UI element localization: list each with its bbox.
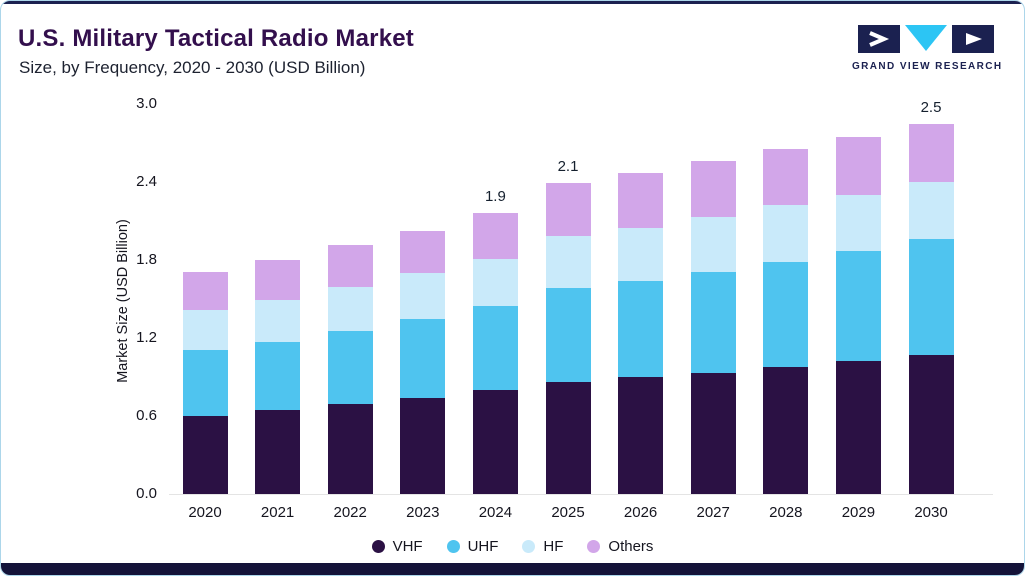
bar-segment-others-2029 [835,137,881,196]
bar-segment-others-2020 [182,272,228,311]
legend-swatch-vhf [371,540,385,553]
legend-item-vhf: VHF [371,538,423,555]
legend-swatch-others [587,540,601,553]
legend-label-others: Others [608,538,654,555]
bar-segment-uhf-2030 [908,239,954,355]
bar-segment-uhf-2026 [618,280,664,378]
x-tick-label-2023: 2023 [406,504,440,521]
y-tick-label: 0.6 [136,407,157,424]
bar-segment-uhf-2027 [690,272,736,373]
bar-segment-vhf-2022 [327,403,373,494]
bar-segment-vhf-2028 [763,366,809,494]
legend-label-uhf: UHF [467,538,499,555]
bar-segment-uhf-2025 [545,288,591,382]
x-axis-baseline [169,494,993,495]
bar-segment-vhf-2023 [400,397,446,494]
bar-segment-others-2022 [327,245,373,287]
bar-segment-hf-2020 [182,310,228,351]
bar-segment-uhf-2024 [472,306,518,391]
bar-segment-uhf-2022 [327,331,373,404]
x-tick-label-2024: 2024 [478,504,513,521]
legend-swatch-hf [522,540,536,553]
x-tick-label-2028: 2028 [769,504,803,521]
legend-item-hf: HF [522,538,563,555]
bar-segment-hf-2028 [763,205,809,262]
legend-item-others: Others [587,538,653,555]
bar-segment-uhf-2021 [255,341,301,410]
bar-segment-vhf-2029 [835,360,881,494]
bar-segment-hf-2029 [835,195,881,252]
page-title: U.S. Military Tactical Radio Market [18,25,415,52]
y-axis-title: Market Size (USD Billion) [115,219,131,383]
bar-segment-others-2030 [908,124,954,182]
x-tick-label-2030: 2030 [914,504,948,521]
x-tick-label-2029: 2029 [841,504,876,521]
bar-segment-vhf-2025 [545,381,591,494]
y-tick-label: 1.2 [136,329,157,346]
y-tick-label: 3.0 [136,95,157,112]
legend-swatch-uhf [446,540,460,553]
bar-segment-hf-2021 [255,300,301,342]
gvr-logo-marks [858,25,994,53]
y-tick-label: 1.8 [136,251,157,268]
x-tick-label-2025: 2025 [551,504,585,521]
bar-segment-others-2024 [472,212,518,259]
logo-mark-triangle-icon [905,25,947,51]
bar-total-label-2025: 2.1 [557,158,579,176]
logo-mark-left-chevron-icon [869,31,890,47]
x-tick-label-2027: 2027 [696,504,730,521]
legend-item-uhf: UHF [446,538,499,555]
bar-segment-hf-2027 [690,217,736,272]
bar-segment-hf-2026 [618,227,664,281]
bar-segment-others-2025 [545,183,591,237]
x-tick-label-2021: 2021 [260,504,295,521]
y-tick-label: 2.4 [136,173,157,190]
bar-segment-others-2026 [618,172,664,228]
legend: VHF UHF HF Others [1,538,1024,555]
bar-segment-hf-2024 [472,258,518,307]
x-tick-label-2020: 2020 [188,504,222,521]
bar-segment-vhf-2027 [690,372,736,494]
bar-segment-vhf-2020 [182,415,228,494]
bar-segment-hf-2030 [908,181,954,240]
bar-segment-vhf-2021 [255,409,301,494]
gvr-logo: GRAND VIEW RESEARCH [852,25,1003,72]
brand-name: GRAND VIEW RESEARCH [852,61,1003,72]
bar-segment-others-2023 [400,230,446,274]
x-tick-label-2026: 2026 [623,504,658,521]
bar-segment-hf-2023 [400,273,446,320]
bar-total-label-2024: 1.9 [484,187,506,205]
page-subtitle: Size, by Frequency, 2020 - 2030 (USD Bil… [19,58,366,77]
bar-segment-others-2028 [763,149,809,206]
bar-segment-uhf-2020 [182,350,228,416]
bar-segment-vhf-2026 [618,377,664,494]
bottom-accent-bar [1,563,1024,575]
bar-segment-uhf-2028 [763,261,809,367]
bar-segment-vhf-2030 [908,354,954,494]
bar-segment-uhf-2023 [400,319,446,398]
bar-segment-hf-2025 [545,236,591,289]
legend-label-hf: HF [543,538,564,555]
bar-segment-others-2027 [690,161,736,218]
y-tick-label: 0.0 [136,485,157,502]
bar-segment-uhf-2029 [835,251,881,361]
bar-segment-hf-2022 [327,286,373,332]
logo-mark-right-arrow-icon [966,33,982,45]
bar-segment-vhf-2024 [472,390,518,494]
legend-label-vhf: VHF [392,538,423,555]
top-accent-bar [1,1,1024,4]
x-tick-label-2022: 2022 [333,504,367,521]
bar-segment-others-2021 [255,260,301,301]
bar-total-label-2030: 2.5 [920,99,942,116]
